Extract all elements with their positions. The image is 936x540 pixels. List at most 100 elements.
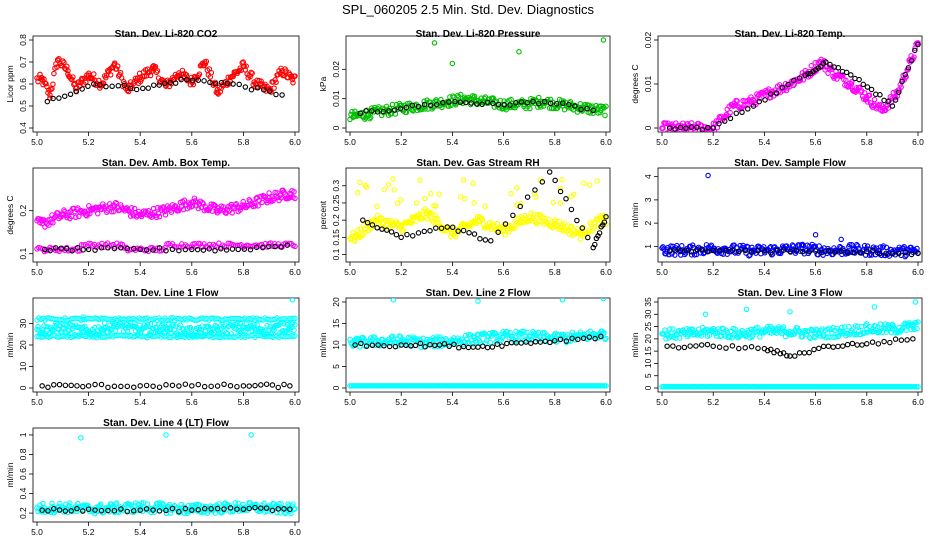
data-point bbox=[907, 59, 914, 65]
data-point bbox=[108, 208, 115, 215]
hourly-point bbox=[235, 246, 241, 253]
hourly-point bbox=[446, 99, 452, 105]
data-point bbox=[587, 110, 593, 116]
panel-stan-dev-line-1-flow: Stan. Dev. Line 1 Flow 5.0 5.2 5.4 5.6 5.8 6.0… bbox=[5, 288, 301, 407]
data-point bbox=[757, 334, 763, 340]
data-point bbox=[51, 70, 57, 77]
hourly-point bbox=[433, 225, 439, 231]
hourly-point bbox=[446, 343, 452, 349]
hourly-point bbox=[592, 335, 598, 342]
hourly-point bbox=[835, 64, 842, 71]
points-layer bbox=[34, 432, 298, 517]
data-point bbox=[470, 94, 477, 101]
y-tick-label: 0.01 bbox=[643, 75, 653, 92]
data-point bbox=[812, 59, 818, 66]
hourly-point bbox=[279, 92, 285, 98]
data-point bbox=[252, 203, 258, 209]
panel-stan-dev-sample-flow: Stan. Dev. Sample Flow 5.0 5.2 5.4 5.6 5.8 6.0… bbox=[630, 158, 924, 277]
data-point bbox=[176, 70, 182, 76]
data-point bbox=[679, 242, 685, 249]
hourly-point bbox=[52, 245, 59, 251]
hourly-point bbox=[227, 382, 234, 389]
data-point bbox=[113, 500, 120, 506]
panels-container: Stan. Dev. Li-820 CO2 5.0 5.2 5.4 5.6 5.8 6.0 0… bbox=[5, 29, 924, 537]
hourly-point bbox=[182, 381, 189, 387]
hourly-point bbox=[552, 337, 558, 344]
outlier-point bbox=[812, 232, 819, 238]
data-point bbox=[890, 323, 897, 329]
data-point bbox=[603, 383, 609, 389]
hourly-point bbox=[820, 343, 827, 350]
hourly-point bbox=[578, 106, 584, 113]
hourly-point bbox=[710, 343, 716, 349]
data-point bbox=[835, 333, 841, 340]
hourly-point bbox=[477, 235, 483, 242]
x-tick-label: 5.8 bbox=[861, 137, 873, 147]
y-tick-label: 5 bbox=[331, 364, 341, 369]
data-point bbox=[39, 76, 45, 83]
hourly-point bbox=[843, 69, 850, 76]
outlier-point bbox=[80, 314, 87, 320]
data-point bbox=[163, 207, 169, 214]
hourly-point bbox=[44, 98, 51, 105]
data-point bbox=[568, 193, 574, 200]
hourly-point bbox=[664, 343, 670, 349]
y-tick-label: 0.1 bbox=[18, 248, 28, 260]
data-point bbox=[72, 85, 79, 92]
hourly-point bbox=[452, 98, 458, 105]
data-point bbox=[154, 68, 161, 74]
hourly-point bbox=[374, 225, 380, 231]
hourly-point bbox=[254, 85, 261, 91]
hourly-point bbox=[221, 381, 227, 388]
hourly-point bbox=[796, 75, 803, 81]
panel-stan-dev-line-2-flow: Stan. Dev. Line 2 Flow 5.0 5.2 5.4 5.6 5.8 6.0… bbox=[318, 288, 612, 407]
hourly-point bbox=[590, 107, 596, 114]
hourly-point bbox=[875, 341, 882, 347]
hourly-point bbox=[892, 336, 899, 342]
panel-title: Stan. Dev. Li-820 Pressure bbox=[416, 29, 541, 40]
hourly-point bbox=[494, 341, 500, 347]
hourly-point bbox=[905, 65, 912, 71]
data-point bbox=[56, 55, 62, 62]
data-point bbox=[436, 220, 442, 227]
hourly-point bbox=[247, 246, 254, 253]
data-point bbox=[39, 220, 45, 227]
data-point bbox=[261, 500, 267, 507]
data-point bbox=[550, 199, 557, 206]
data-point bbox=[436, 191, 442, 197]
data-point bbox=[290, 315, 296, 321]
hourly-point bbox=[575, 336, 581, 343]
data-point bbox=[783, 87, 790, 94]
hourly-point bbox=[417, 340, 424, 347]
x-tick-label: 6.0 bbox=[289, 397, 301, 407]
hourly-point bbox=[838, 248, 844, 254]
hourly-point bbox=[61, 93, 68, 99]
data-point bbox=[191, 195, 198, 201]
x-tick-label: 5.4 bbox=[758, 267, 770, 277]
hourly-point bbox=[592, 241, 598, 248]
x-tick-label: 5.4 bbox=[446, 267, 458, 277]
hourly-point bbox=[563, 196, 569, 202]
hourly-point bbox=[131, 508, 137, 514]
hourly-point bbox=[169, 505, 176, 512]
data-point bbox=[39, 327, 45, 333]
data-point bbox=[254, 321, 260, 328]
y-axis-label: degrees C bbox=[630, 64, 640, 103]
hourly-point bbox=[145, 85, 152, 91]
data-point bbox=[189, 199, 195, 205]
hourly-point bbox=[733, 110, 739, 117]
outlier-point bbox=[838, 236, 844, 243]
hourly-point bbox=[580, 335, 587, 342]
hourly-point bbox=[547, 100, 554, 107]
hourly-point bbox=[80, 383, 86, 390]
data-point bbox=[508, 190, 514, 197]
hourly-point bbox=[189, 383, 195, 389]
points-layer bbox=[347, 37, 609, 123]
data-point bbox=[43, 323, 49, 330]
hourly-point bbox=[111, 245, 118, 252]
x-tick-label: 6.0 bbox=[289, 527, 301, 537]
data-point bbox=[892, 330, 899, 336]
data-point bbox=[819, 326, 825, 332]
x-tick-label: 5.8 bbox=[237, 137, 249, 147]
hourly-point bbox=[501, 102, 507, 108]
